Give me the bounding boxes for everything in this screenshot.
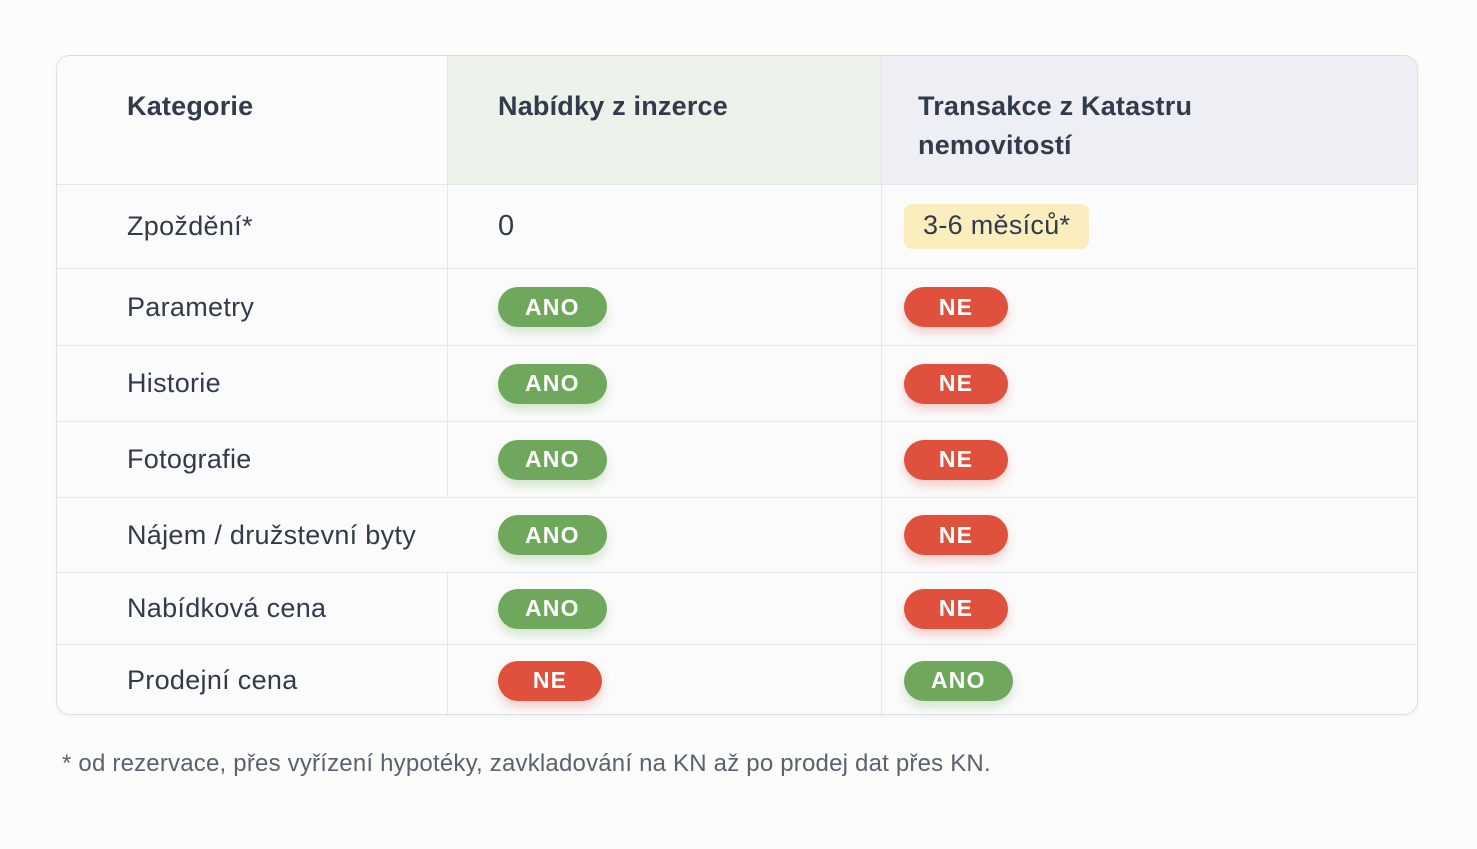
cell-zpozdeni-katastr: 3-6 měsíců*	[882, 185, 1417, 268]
yes-badge: ANO	[904, 660, 1013, 701]
cell-historie-inzerce: ANO	[448, 346, 882, 421]
cell-najem-katastr: NE	[882, 498, 1417, 572]
row-label: Zpoždění*	[127, 211, 253, 241]
row-label: Fotografie	[127, 444, 252, 474]
table-row-parametry: Parametry ANO NE	[57, 268, 1417, 345]
row-label: Nájem / družstevní byty	[127, 519, 417, 550]
cell-nabidkova-cena-inzerce: ANO	[448, 573, 882, 644]
table-header-row: Kategorie Nabídky z inzerce Transakce z …	[57, 56, 1417, 184]
cell-fotografie-katastr: NE	[882, 422, 1417, 497]
table-row-najem-druzstevni-byty: Nájem / družstevní byty ANO NE	[57, 497, 1417, 572]
no-badge: NE	[498, 660, 602, 701]
row-label: Nabídková cena	[127, 593, 327, 623]
yes-badge: ANO	[498, 588, 607, 629]
header-cell-kategorie: Kategorie	[57, 56, 448, 184]
header-cell-nabidky-z-inzerce: Nabídky z inzerce	[448, 56, 882, 184]
no-badge: NE	[904, 363, 1008, 404]
table-row-zpozdeni: Zpoždění* 0 3-6 měsíců*	[57, 184, 1417, 268]
row-label: Historie	[127, 368, 221, 398]
comparison-table: Kategorie Nabídky z inzerce Transakce z …	[56, 55, 1418, 715]
cell-parametry-katastr: NE	[882, 269, 1417, 345]
cell-fotografie-inzerce: ANO	[448, 422, 882, 497]
table-row-historie: Historie ANO NE	[57, 345, 1417, 421]
delay-value: 0	[498, 210, 515, 242]
no-badge: NE	[904, 515, 1008, 555]
header-label-transakce-z-katastru: Transakce z Katastru nemovitostí	[918, 91, 1193, 161]
table-row-fotografie: Fotografie ANO NE	[57, 421, 1417, 497]
header-label-nabidky-z-inzerce: Nabídky z inzerce	[498, 91, 728, 121]
cell-nabidkova-cena-katastr: NE	[882, 573, 1417, 644]
row-label-cell: Parametry	[57, 269, 448, 345]
cell-zpozdeni-inzerce: 0	[448, 185, 882, 268]
cell-najem-inzerce: ANO	[448, 498, 882, 572]
row-label: Prodejní cena	[127, 665, 298, 695]
cell-prodejni-cena-katastr: ANO	[882, 645, 1417, 714]
header-label-kategorie: Kategorie	[127, 91, 254, 121]
no-badge: NE	[904, 588, 1008, 629]
yes-badge: ANO	[498, 287, 607, 327]
row-label-cell: Zpoždění*	[57, 185, 448, 268]
row-label-cell: Historie	[57, 346, 448, 421]
table-row-prodejni-cena: Prodejní cena NE ANO	[57, 644, 1417, 714]
row-label-cell: Prodejní cena	[57, 645, 448, 714]
no-badge: NE	[904, 287, 1008, 327]
no-badge: NE	[904, 439, 1008, 480]
delay-highlight: 3-6 měsíců*	[904, 204, 1090, 249]
yes-badge: ANO	[498, 439, 607, 480]
row-label-cell: Fotografie	[57, 422, 448, 497]
row-label: Parametry	[127, 291, 255, 322]
row-label-cell: Nájem / družstevní byty	[57, 498, 448, 572]
footnote: * od rezervace, přes vyřízení hypotéky, …	[62, 750, 991, 777]
yes-badge: ANO	[498, 363, 607, 404]
cell-historie-katastr: NE	[882, 346, 1417, 421]
table-row-nabidkova-cena: Nabídková cena ANO NE	[57, 572, 1417, 644]
cell-prodejni-cena-inzerce: NE	[448, 645, 882, 714]
row-label-cell: Nabídková cena	[57, 573, 448, 644]
header-cell-transakce-z-katastru: Transakce z Katastru nemovitostí	[882, 56, 1417, 184]
cell-parametry-inzerce: ANO	[448, 269, 882, 345]
yes-badge: ANO	[498, 515, 607, 555]
